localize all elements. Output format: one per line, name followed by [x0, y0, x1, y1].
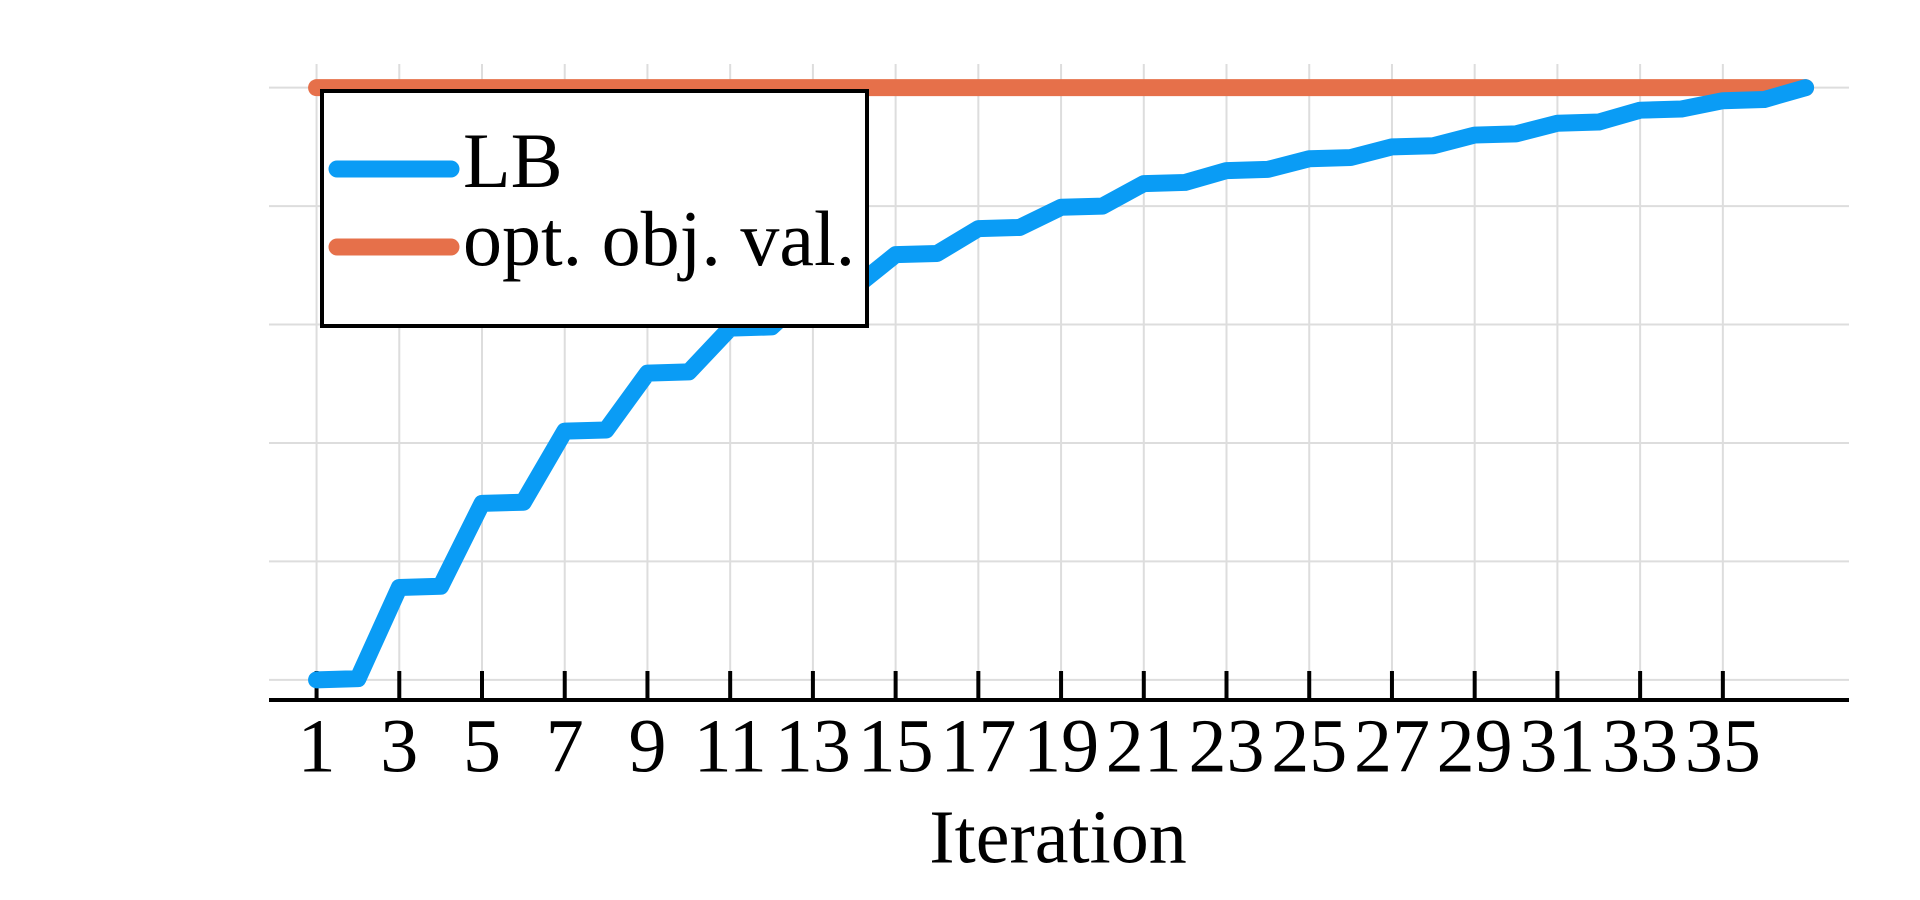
x-tick-label: 27: [1354, 704, 1430, 788]
x-tick-label: 7: [546, 704, 584, 788]
x-tick-label: 1: [298, 704, 336, 788]
x-tick-label: 13: [775, 704, 851, 788]
x-axis-label: Iteration: [929, 795, 1186, 879]
legend-box: [320, 89, 869, 328]
x-tick-label: 31: [1519, 704, 1595, 788]
x-tick-label: 19: [1023, 704, 1099, 788]
legend-label: LB: [463, 117, 563, 204]
series-line: [308, 79, 1815, 689]
x-tick-label: 11: [694, 704, 767, 788]
x-tick-label: 9: [628, 704, 666, 788]
x-tick-label: 21: [1106, 704, 1182, 788]
x-tick-label: 35: [1685, 704, 1761, 788]
x-tick-label: 33: [1602, 704, 1678, 788]
x-tick-label: 5: [463, 704, 501, 788]
x-tick-label: 17: [940, 704, 1016, 788]
x-tick-label: 3: [380, 704, 418, 788]
x-tick-label: 29: [1437, 704, 1513, 788]
x-tick-label: 15: [858, 704, 934, 788]
x-tick-label: 23: [1189, 704, 1265, 788]
x-tick-label: 25: [1271, 704, 1347, 788]
legend-label: opt. obj. val.: [463, 195, 855, 282]
